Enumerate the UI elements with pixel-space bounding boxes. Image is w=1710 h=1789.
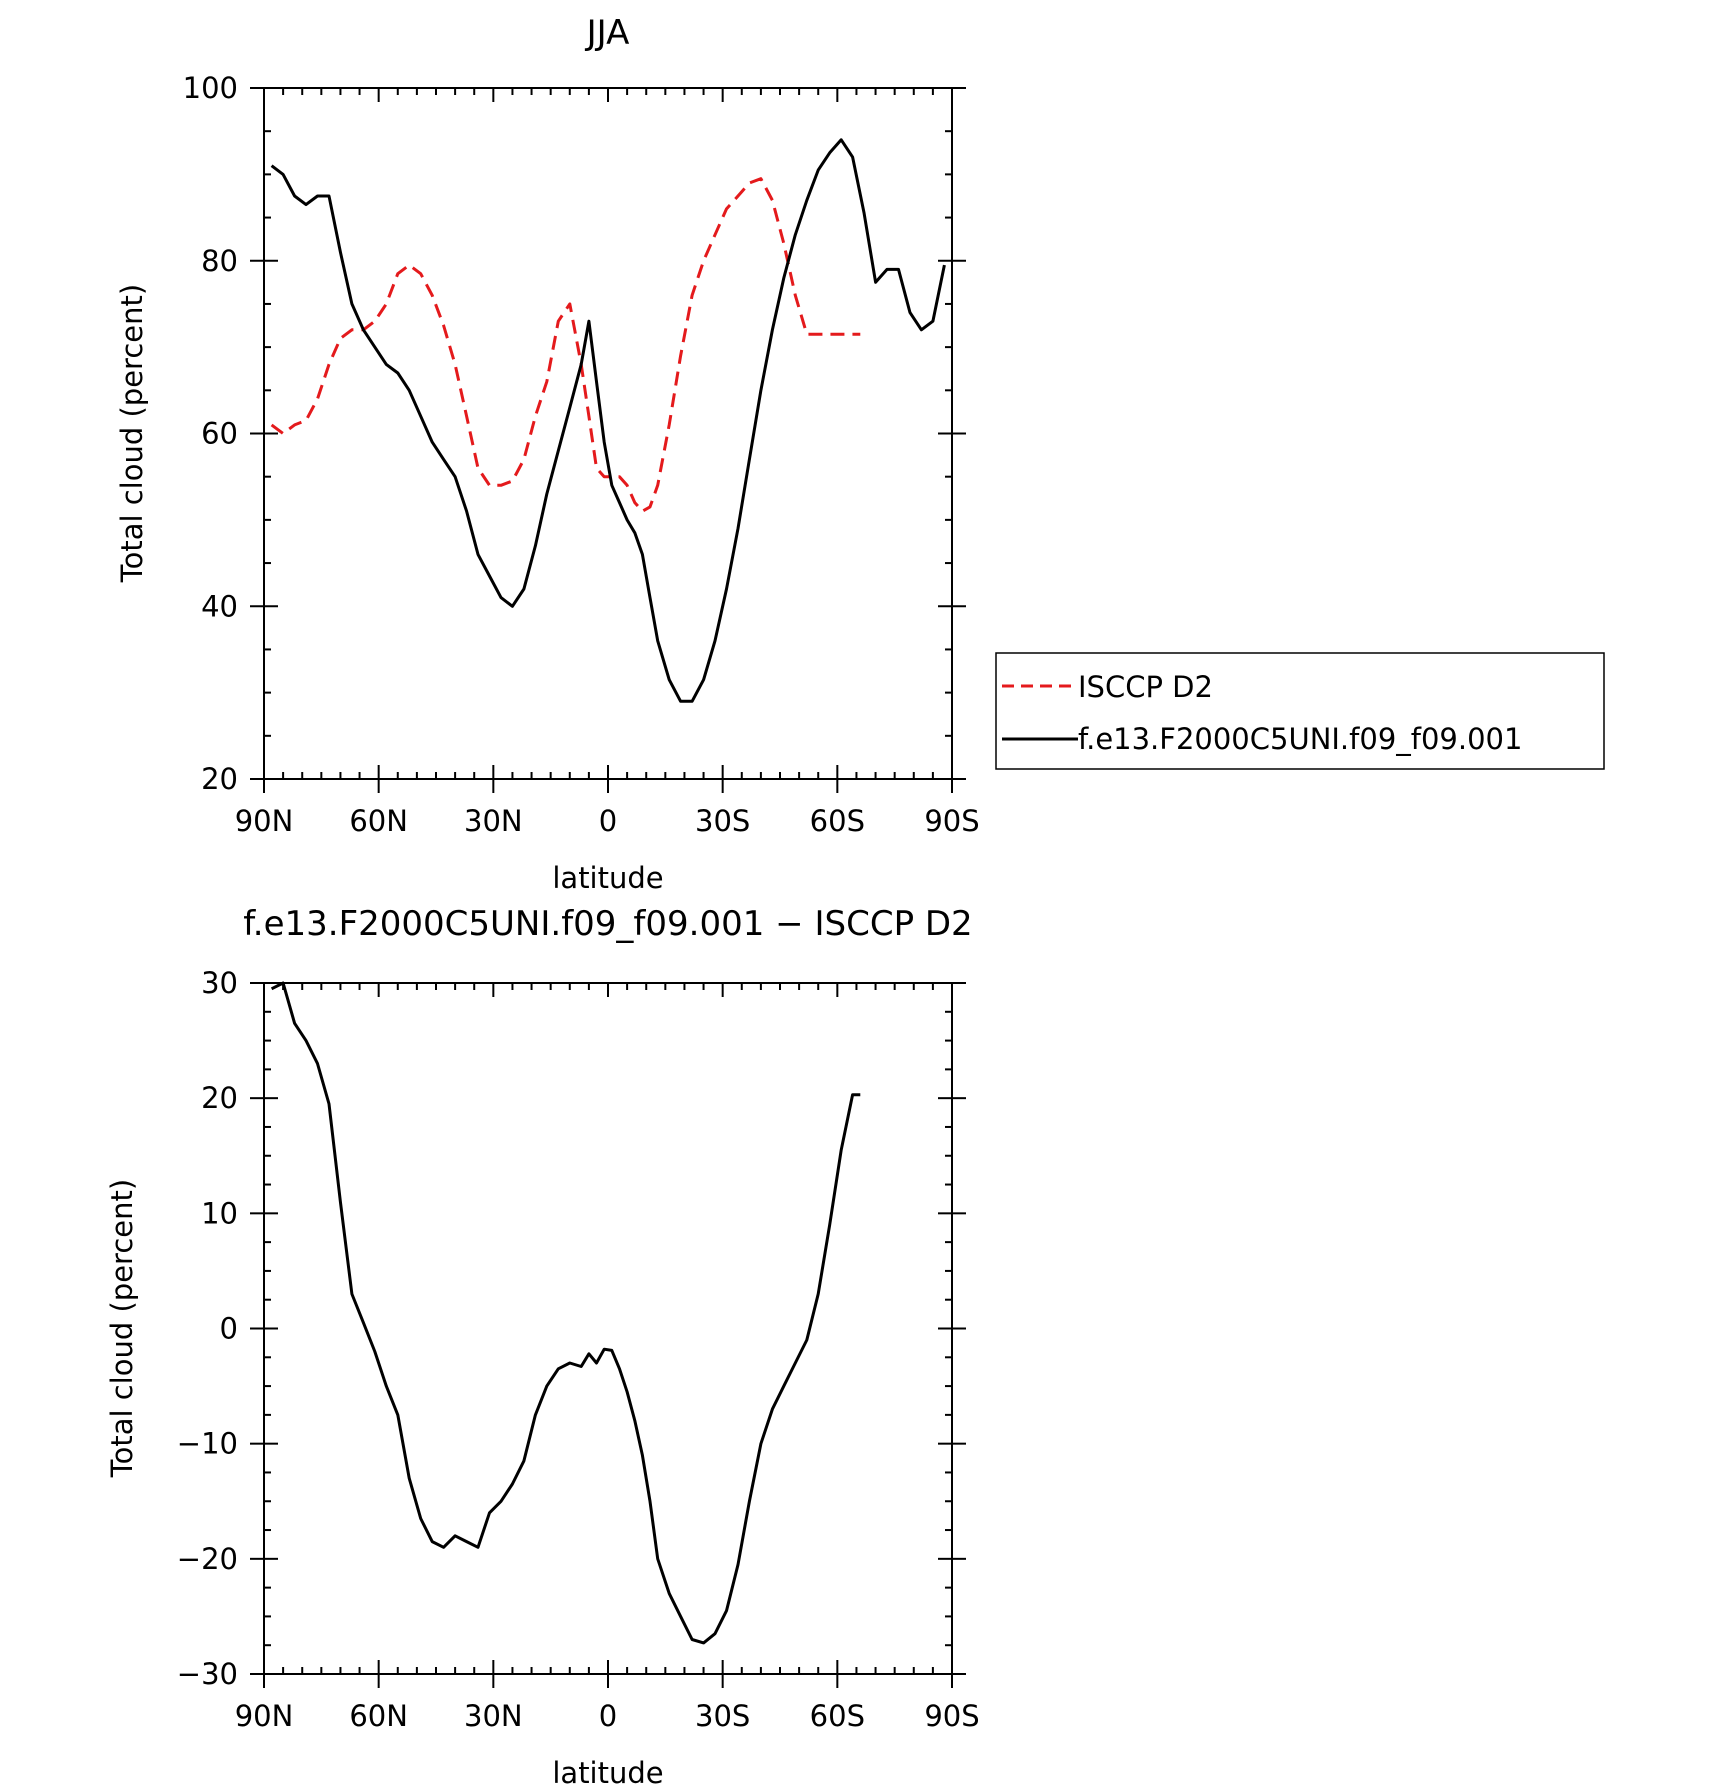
bottom-x-tick-label: 60S bbox=[810, 1699, 865, 1733]
bottom-y-tick-label: −30 bbox=[177, 1657, 238, 1691]
legend-label-isccp: ISCCP D2 bbox=[1078, 670, 1213, 704]
bottom-ticks: 90N 60N 30N 0 30S 60S 90S −30 −20 −10 0 10 20 30 bbox=[177, 966, 980, 1733]
top-x-tick-label: 90S bbox=[924, 804, 979, 838]
legend-label-model: f.e13.F2000C5UNI.f09_f09.001 bbox=[1078, 722, 1522, 756]
top-chart-title: JJA bbox=[585, 13, 630, 53]
top-x-tick-label: 60N bbox=[349, 804, 408, 838]
bottom-x-tick-label: 90N bbox=[235, 1699, 294, 1733]
top-y-tick-label: 60 bbox=[201, 417, 238, 451]
top-series-line-1 bbox=[270, 138, 946, 703]
bottom-y-tick-label: −20 bbox=[177, 1542, 238, 1576]
top-y-tick-label: 40 bbox=[201, 589, 238, 623]
top-series-lines bbox=[270, 138, 946, 703]
bottom-y-tick-label: −10 bbox=[177, 1427, 238, 1461]
top-x-tick-label: 90N bbox=[235, 804, 294, 838]
top-ticks: 90N 60N 30N 0 30S 60S 90S 20 40 60 80 100 bbox=[183, 71, 980, 838]
top-y-tick-label: 100 bbox=[183, 71, 238, 105]
top-x-tick-label: 60S bbox=[810, 804, 865, 838]
top-x-tick-label: 30S bbox=[695, 804, 750, 838]
bottom-x-tick-label: 30S bbox=[695, 1699, 750, 1733]
top-y-tick-label: 80 bbox=[201, 244, 238, 278]
top-y-tick-label: 20 bbox=[201, 762, 238, 796]
top-x-axis-label: latitude bbox=[552, 861, 663, 895]
bottom-y-tick-label: 10 bbox=[201, 1196, 238, 1230]
bottom-x-tick-label: 0 bbox=[599, 1699, 617, 1733]
bottom-plot-frame bbox=[263, 982, 953, 1675]
bottom-x-axis-label: latitude bbox=[552, 1756, 663, 1789]
bottom-panel: f.e13.F2000C5UNI.f09_f09.001 − ISCCP D2 … bbox=[105, 904, 980, 1789]
legend: ISCCP D2 f.e13.F2000C5UNI.f09_f09.001 bbox=[995, 652, 1605, 770]
top-series-line-0 bbox=[270, 177, 861, 513]
bottom-chart-title: f.e13.F2000C5UNI.f09_f09.001 − ISCCP D2 bbox=[243, 904, 972, 944]
bottom-x-tick-label: 90S bbox=[924, 1699, 979, 1733]
bottom-x-tick-label: 30N bbox=[464, 1699, 523, 1733]
bottom-y-tick-label: 30 bbox=[201, 966, 238, 1000]
top-x-tick-label: 30N bbox=[464, 804, 523, 838]
legend-box bbox=[995, 652, 1605, 770]
bottom-y-axis-label: Total cloud (percent) bbox=[105, 1179, 139, 1478]
bottom-series-lines bbox=[270, 981, 861, 1645]
top-x-tick-label: 0 bbox=[599, 804, 617, 838]
bottom-y-tick-label: 0 bbox=[220, 1312, 238, 1346]
top-panel: JJA 90N 60N 30N 0 30S 60S 90S 20 40 60 80 100 latit… bbox=[115, 13, 980, 895]
top-plot-frame bbox=[263, 87, 953, 780]
top-y-axis-label: Total cloud (percent) bbox=[115, 284, 149, 583]
bottom-y-tick-label: 20 bbox=[201, 1081, 238, 1115]
bottom-x-tick-label: 60N bbox=[349, 1699, 408, 1733]
bottom-series-line-0 bbox=[270, 981, 861, 1645]
